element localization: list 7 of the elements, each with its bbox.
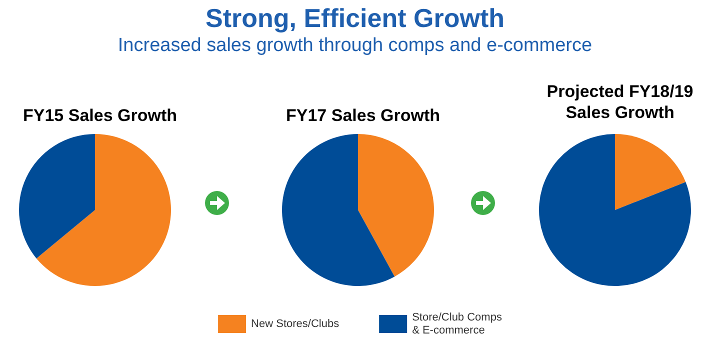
text: Strong, Efficient Growth — [204, 2, 506, 34]
chart-title: Projected FY18/19 Sales Growth — [546, 82, 694, 122]
legend-label: Store/Club Comps & E-commerce — [412, 312, 502, 336]
chart-title: FY15 Sales Growth — [23, 106, 177, 125]
text: Increased sales growth through comps and e-commerce — [116, 34, 594, 58]
chart-title: FY17 Sales Growth — [286, 106, 440, 125]
legend-label: New Stores/Clubs — [251, 318, 340, 330]
